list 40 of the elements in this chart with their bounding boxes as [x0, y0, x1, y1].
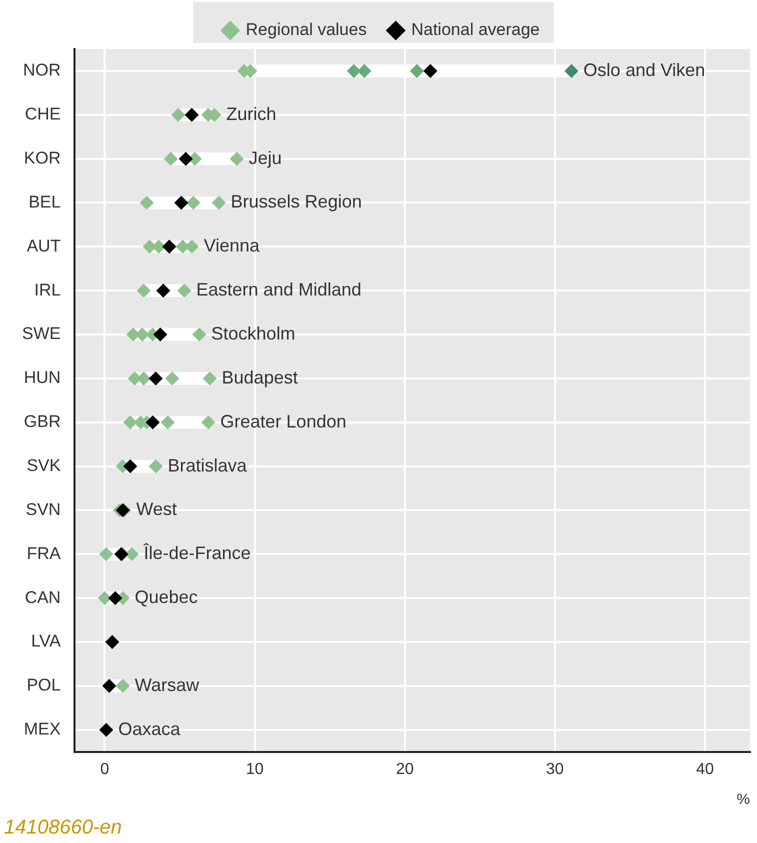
annotation: Greater London — [220, 411, 346, 432]
annotation: Île-de-France — [142, 543, 251, 564]
annotation: Zurich — [226, 104, 276, 124]
x-tick-label: 20 — [396, 760, 414, 778]
annotation: Oaxaca — [118, 718, 182, 739]
y-tick-label: CAN — [24, 588, 61, 607]
annotation: Quebec — [134, 587, 198, 608]
x-tick-label: 0 — [100, 760, 110, 778]
legend-label: Regional values — [246, 20, 367, 40]
annotation: Bratislava — [168, 455, 248, 476]
text: 14108660-en — [4, 816, 122, 839]
annotation: Jeju — [248, 148, 282, 168]
y-tick-label: GBR — [24, 412, 61, 432]
x-tick-label: 40 — [696, 760, 714, 778]
y-tick-label: MEX — [24, 720, 61, 739]
y-tick-label: SWE — [22, 324, 61, 344]
y-tick-label: CHE — [24, 104, 61, 124]
y-tick-label: POL — [26, 676, 61, 695]
annotation: Warsaw — [134, 674, 200, 695]
y-tick-label: NOR — [22, 60, 61, 80]
y-tick-label: FRA — [26, 544, 62, 563]
y-tick-label: LVA — [31, 632, 62, 651]
x-axis-title: % — [736, 791, 750, 808]
annotation: West — [136, 499, 177, 520]
annotation: Stockholm — [211, 323, 296, 344]
y-tick-label: AUT — [26, 236, 61, 256]
y-tick-label: SVN — [26, 500, 61, 519]
annotation: Brussels Region — [230, 192, 362, 212]
annotation: Budapest — [222, 367, 298, 388]
y-tick-label: KOR — [24, 148, 61, 168]
x-tick-label: 10 — [246, 760, 264, 778]
y-tick-label: HUN — [24, 368, 61, 388]
legend-label: National average — [411, 20, 540, 40]
annotation: Eastern and Midland — [196, 280, 362, 300]
annotation: Vienna — [204, 236, 260, 256]
annotation: Oslo and Viken — [583, 60, 706, 80]
y-tick-label: SVK — [26, 456, 62, 475]
y-tick-label: IRL — [34, 280, 61, 300]
x-tick-label: 30 — [546, 760, 564, 778]
y-tick-label: BEL — [28, 192, 61, 212]
